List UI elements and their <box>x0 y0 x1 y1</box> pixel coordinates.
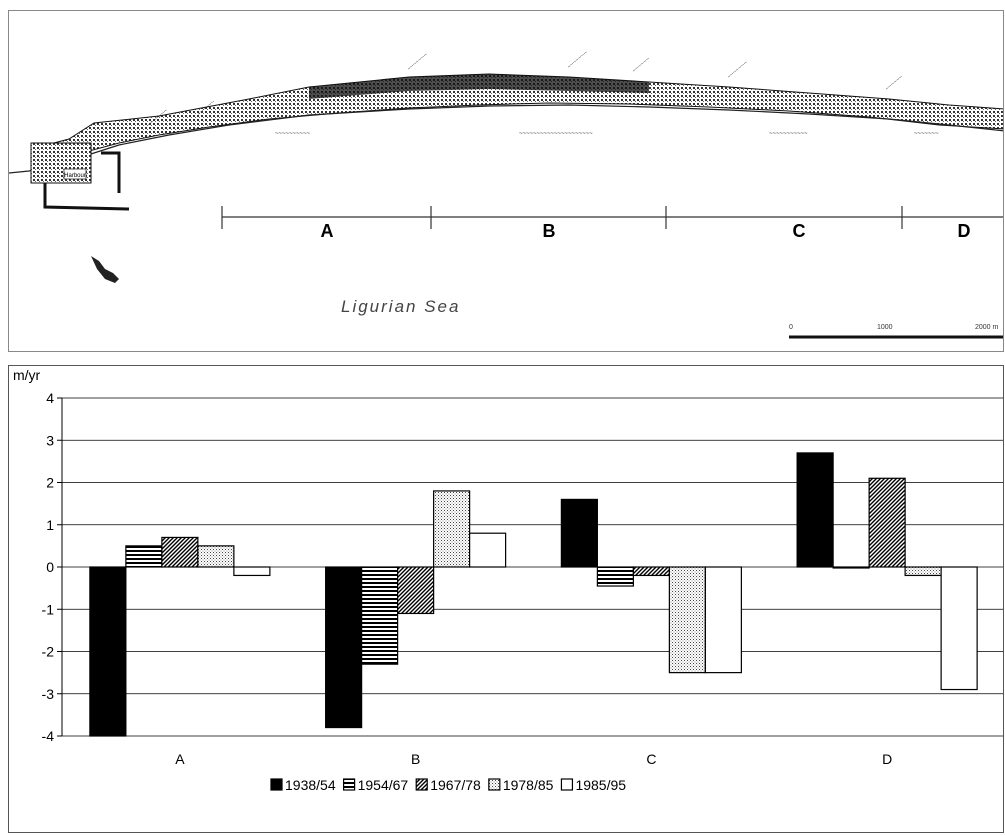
bar-1938-54-C <box>560 498 598 568</box>
legend-label: 1938/54 <box>285 777 336 793</box>
legend-swatch <box>488 778 501 791</box>
y-tick-label: 4 <box>46 390 54 406</box>
x-category-label: A <box>175 751 185 767</box>
svg-text:~~~~~~~~~~~~~~~~~~~~~: ~~~~~~~~~~~~~~~~~~~~~ <box>519 131 593 137</box>
sea-label: Ligurian Sea <box>341 297 460 316</box>
legend-label: 1985/95 <box>575 777 626 793</box>
bar-1938-54-B <box>325 566 363 729</box>
svg-text:Harbour: Harbour <box>64 173 86 179</box>
svg-text:~~~~~~~: ~~~~~~~ <box>566 50 589 71</box>
svg-text:~~~~~~~: ~~~~~~~ <box>406 52 429 73</box>
bar-1985-95-A <box>233 566 271 577</box>
bars <box>89 452 978 737</box>
y-tick-label: 3 <box>46 432 54 448</box>
x-category-label: B <box>411 751 420 767</box>
segment-label-c: C <box>793 221 806 241</box>
bar-1978-85-C <box>668 566 706 674</box>
bar-1967-78-D <box>868 477 906 568</box>
bar-chart-canvas: m/yr 4 3 2 1 0 -1 -2 -3 -4 A B C D 1938/54 1954/67 196… <box>13 367 1003 793</box>
coastline-map-drawing: Harbour ~~~~~~~ ~~~~~~ ~~~~~~~ ~~~~~~~ ~… <box>9 50 1003 339</box>
coastline-map: Harbour ~~~~~~~ ~~~~~~ ~~~~~~~ ~~~~~~~ ~… <box>8 10 1004 352</box>
shoreline <box>9 104 1003 174</box>
y-tick-label: 0 <box>46 559 54 575</box>
segment-label-a: A <box>321 221 334 241</box>
scale-label-2000: 2000 m <box>975 324 999 331</box>
legend-swatch <box>343 778 356 791</box>
y-axis-label: m/yr <box>13 367 41 383</box>
svg-text:~~~~~~~~~~: ~~~~~~~~~~ <box>275 131 311 137</box>
y-tick-label: 1 <box>46 517 54 533</box>
legend-label: 1967/78 <box>430 777 481 793</box>
y-tick-label: -4 <box>42 728 55 744</box>
bar-1954-67-B <box>361 566 399 665</box>
svg-text:~~~~~~~~~~~: ~~~~~~~~~~~ <box>769 131 808 137</box>
legend-label: 1978/85 <box>503 777 554 793</box>
legend-label: 1954/67 <box>358 777 409 793</box>
bar-1954-67-A <box>125 545 163 568</box>
segment-ruler <box>221 206 1003 229</box>
island <box>91 256 119 283</box>
bar-1954-67-C <box>596 566 634 587</box>
y-tick-label: -2 <box>42 644 55 660</box>
svg-text:~~~~~~~: ~~~~~~~ <box>914 131 939 137</box>
erosion-rate-chart: m/yr 4 3 2 1 0 -1 -2 -3 -4 A B C D 1938/54 1954/67 196… <box>8 365 1004 833</box>
y-tick-label: 2 <box>46 475 54 491</box>
coastline-dense-core <box>309 74 649 99</box>
x-category-label: D <box>882 751 892 767</box>
bar-1978-85-A <box>197 545 235 568</box>
segment-label-d: D <box>958 221 971 241</box>
bar-1938-54-A <box>89 566 127 737</box>
bar-1954-67-D <box>832 566 870 569</box>
legend: 1938/54 1954/67 1967/78 1978/85 1985/95 <box>270 777 626 793</box>
legend-swatch <box>415 778 428 791</box>
bar-1967-78-A <box>161 536 199 568</box>
bar-1938-54-D <box>796 452 834 568</box>
harbour: Harbour <box>30 142 130 211</box>
bar-1985-95-B <box>469 532 507 568</box>
axes: 4 3 2 1 0 -1 -2 -3 -4 A B C D <box>42 390 893 767</box>
bar-1967-78-B <box>397 566 435 615</box>
bar-1985-95-C <box>704 566 742 674</box>
bar-1978-85-B <box>433 490 471 568</box>
scale-label-1000: 1000 <box>877 324 893 331</box>
legend-swatch <box>560 778 574 791</box>
y-tick-label: -3 <box>42 686 55 702</box>
scale-label-0: 0 <box>789 324 793 331</box>
y-tick-label: -1 <box>42 601 55 617</box>
bar-1978-85-D <box>904 566 942 577</box>
svg-text:~~~~~~~: ~~~~~~~ <box>726 60 749 81</box>
legend-swatch <box>270 778 283 791</box>
bar-1985-95-D <box>940 566 978 691</box>
svg-text:~~~~~~: ~~~~~~ <box>884 74 904 92</box>
segment-label-b: B <box>543 221 556 241</box>
x-category-label: C <box>646 751 656 767</box>
bar-1967-78-C <box>632 566 670 577</box>
svg-text:~~~~~~: ~~~~~~ <box>631 56 651 74</box>
